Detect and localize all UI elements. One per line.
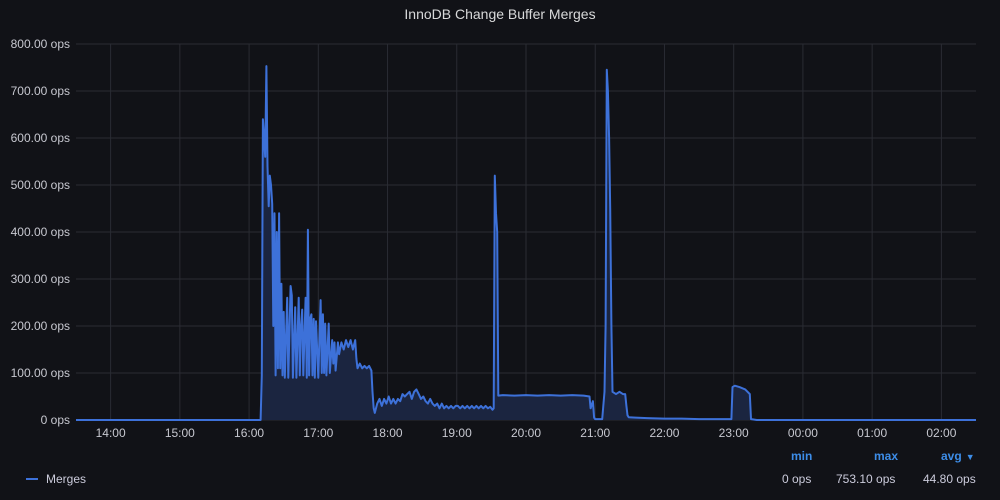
x-tick-label: 02:00 xyxy=(926,426,956,440)
series-line-merges[interactable] xyxy=(76,65,976,421)
x-tick-label: 15:00 xyxy=(165,426,195,440)
x-axis: 14:00 15:00 16:00 17:00 18:00 19:00 20:00 21:00… xyxy=(96,426,957,440)
y-tick-label: 300.00 ops xyxy=(11,272,70,286)
series-line-layer xyxy=(76,65,976,421)
y-tick-label: 500.00 ops xyxy=(11,178,70,192)
legend-header-min[interactable]: min xyxy=(791,449,813,463)
legend-series-name: Merges xyxy=(46,472,87,486)
y-tick-label: 200.00 ops xyxy=(11,319,70,333)
legend-value-avg: 44.80 ops xyxy=(923,472,976,486)
x-tick-label: 01:00 xyxy=(857,426,887,440)
x-tick-label: 14:00 xyxy=(96,426,126,440)
x-tick-label: 17:00 xyxy=(303,426,333,440)
legend-value-max: 753.10 ops xyxy=(836,472,896,486)
x-tick-label: 18:00 xyxy=(373,426,403,440)
y-tick-label: 400.00 ops xyxy=(11,225,70,239)
panel-title: InnoDB Change Buffer Merges xyxy=(404,6,596,22)
y-tick-label: 600.00 ops xyxy=(11,131,70,145)
x-tick-label: 16:00 xyxy=(234,426,264,440)
legend-header-max[interactable]: max xyxy=(874,449,899,463)
legend-table: Merges min max avg ▼ 0 ops 753.10 ops 44.… xyxy=(0,440,1000,500)
chart-plot[interactable]: 0 ops 100.00 ops 200.00 ops 300.00 ops 400.0… xyxy=(0,0,1000,440)
legend-item-merges[interactable]: Merges xyxy=(26,472,86,486)
y-tick-label: 700.00 ops xyxy=(11,84,70,98)
x-tick-label: 00:00 xyxy=(788,426,818,440)
x-tick-label: 23:00 xyxy=(719,426,749,440)
x-tick-label: 22:00 xyxy=(649,426,679,440)
legend-header-avg-label: avg xyxy=(941,449,962,463)
legend-header-avg[interactable]: avg ▼ xyxy=(941,449,975,463)
x-tick-label: 19:00 xyxy=(442,426,472,440)
y-tick-label: 800.00 ops xyxy=(11,37,70,51)
y-tick-label: 0 ops xyxy=(41,413,70,427)
y-axis: 0 ops 100.00 ops 200.00 ops 300.00 ops 400.0… xyxy=(11,37,70,427)
x-tick-label: 21:00 xyxy=(580,426,610,440)
y-tick-label: 100.00 ops xyxy=(11,366,70,380)
chart-grid xyxy=(76,43,976,421)
x-tick-label: 20:00 xyxy=(511,426,541,440)
legend-swatch xyxy=(26,478,38,480)
legend-value-min: 0 ops xyxy=(782,472,812,486)
chevron-down-icon: ▼ xyxy=(965,452,975,462)
